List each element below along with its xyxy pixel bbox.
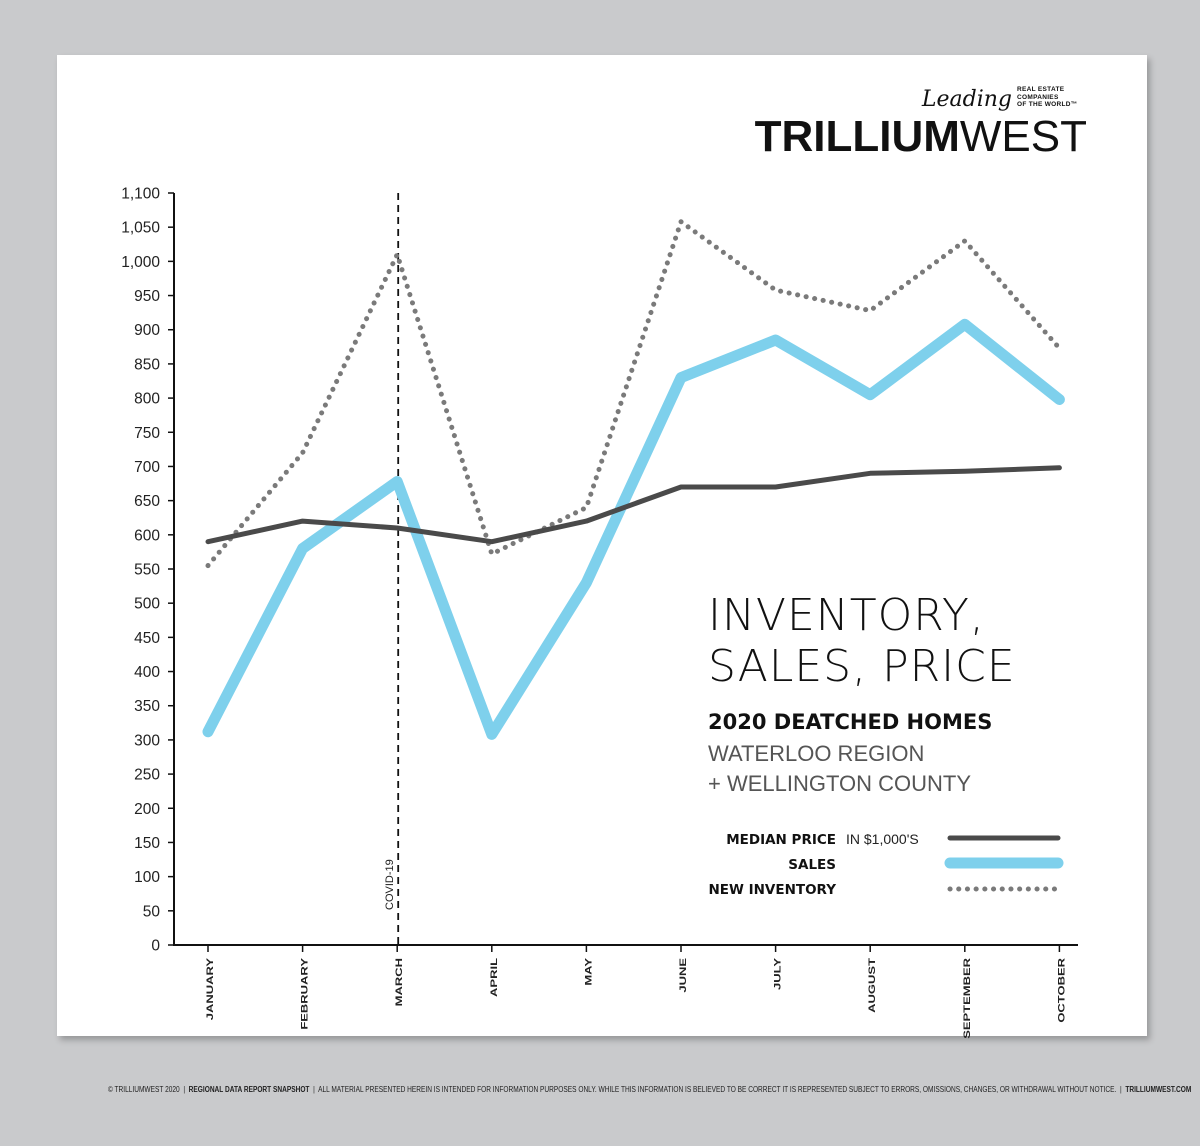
brand-name: TRILLIUMWEST bbox=[754, 112, 1087, 161]
y-tick-label: 50 bbox=[143, 903, 161, 920]
chart-series bbox=[202, 219, 1065, 740]
chart-region-line-2: + WELLINGTON COUNTY bbox=[708, 771, 971, 796]
covid-annotation: COVID-19 bbox=[384, 193, 400, 945]
x-tick-label: MAY bbox=[584, 957, 594, 985]
series-line-sales bbox=[202, 318, 1065, 740]
x-tick-label: JUNE bbox=[679, 957, 689, 992]
chart-title-line-2: SALES, PRICE bbox=[708, 641, 1016, 692]
footer-copyright: © TRILLIUMWEST 2020 bbox=[108, 1085, 180, 1094]
y-tick-label: 1,050 bbox=[121, 220, 160, 237]
y-axis-ticks: 0 50 100 150 200 250 300 350 400 450 500 550 600 650 7… bbox=[121, 186, 174, 955]
footer-separator-3: | bbox=[1119, 1085, 1122, 1094]
y-tick-label: 900 bbox=[134, 322, 160, 339]
y-tick-label: 1,100 bbox=[121, 186, 160, 203]
series-line-median-price bbox=[205, 465, 1062, 545]
x-tick-label: MARCH bbox=[395, 958, 405, 1006]
y-tick-label: 500 bbox=[134, 596, 160, 613]
x-tick-label: JULY bbox=[773, 957, 783, 990]
chart-region-line-1: WATERLOO REGION bbox=[708, 741, 924, 766]
chart-legend: MEDIAN PRICE IN $1,000'S SALES NEW INVEN… bbox=[708, 831, 1064, 898]
y-tick-label: 600 bbox=[134, 527, 160, 544]
series-line-new-inventory bbox=[205, 219, 1062, 569]
y-tick-label: 100 bbox=[134, 869, 160, 886]
legend-label-sales: SALES bbox=[788, 857, 836, 873]
trilliumwest-logo: Leading REAL ESTATE COMPANIES OF THE WOR… bbox=[742, 83, 1087, 161]
footer-website-link[interactable]: TRILLIUMWEST.COM bbox=[1125, 1085, 1192, 1094]
y-tick-label: 700 bbox=[134, 459, 160, 476]
y-tick-label: 1,000 bbox=[121, 254, 160, 271]
y-tick-label: 650 bbox=[134, 493, 160, 510]
y-tick-label: 550 bbox=[134, 562, 160, 579]
footer-disclaimer: © TRILLIUMWEST 2020 | REGIONAL DATA REPO… bbox=[108, 1085, 1191, 1094]
y-tick-label: 850 bbox=[134, 356, 160, 373]
footer-disclaimer-text: ALL MATERIAL PRESENTED HEREIN IS INTENDE… bbox=[318, 1085, 1117, 1094]
chart-subtitle: 2020 DEATCHED HOMES bbox=[708, 710, 992, 734]
footer-report-name: REGIONAL DATA REPORT SNAPSHOT bbox=[188, 1085, 310, 1094]
legend-label-median-price: MEDIAN PRICE bbox=[726, 832, 836, 848]
chart-axes bbox=[173, 193, 1078, 946]
legend-note-median-price: IN $1,000'S bbox=[846, 831, 919, 847]
legend-label-new-inventory: NEW INVENTORY bbox=[708, 882, 836, 898]
y-tick-label: 750 bbox=[134, 425, 160, 442]
x-tick-label: APRIL bbox=[489, 958, 499, 997]
y-tick-label: 800 bbox=[134, 391, 160, 408]
y-tick-label: 250 bbox=[134, 767, 160, 784]
x-tick-label: OCTOBER bbox=[1057, 958, 1067, 1023]
x-tick-label: SEPTEMBER bbox=[962, 958, 972, 1039]
y-tick-label: 350 bbox=[134, 698, 160, 715]
y-tick-label: 450 bbox=[134, 630, 160, 647]
covid-marker-label: COVID-19 bbox=[384, 859, 396, 910]
y-tick-label: 200 bbox=[134, 801, 160, 818]
x-tick-label: JANUARY bbox=[206, 957, 216, 1020]
y-tick-label: 300 bbox=[134, 732, 160, 749]
x-tick-label: FEBRUARY bbox=[300, 957, 310, 1029]
y-tick-label: 950 bbox=[134, 288, 160, 305]
y-tick-label: 0 bbox=[151, 938, 160, 955]
x-axis-ticks: JANUARY FEBRUARY MARCH APRIL MAY JUNE JULY AUGU… bbox=[206, 945, 1067, 1039]
y-tick-label: 400 bbox=[134, 664, 160, 681]
leading-logo-text: Leading bbox=[921, 87, 1012, 112]
x-tick-label: AUGUST bbox=[868, 958, 878, 1013]
chart-title-block: INVENTORY, SALES, PRICE 2020 DEATCHED HO… bbox=[708, 590, 1016, 796]
y-tick-label: 150 bbox=[134, 835, 160, 852]
leading-logo-subtext: REAL ESTATE COMPANIES OF THE WORLD™ bbox=[1017, 86, 1078, 108]
footer-separator-1: | bbox=[183, 1085, 186, 1094]
chart-title-line-1: INVENTORY, bbox=[708, 590, 985, 641]
footer-separator-2: | bbox=[313, 1085, 315, 1094]
